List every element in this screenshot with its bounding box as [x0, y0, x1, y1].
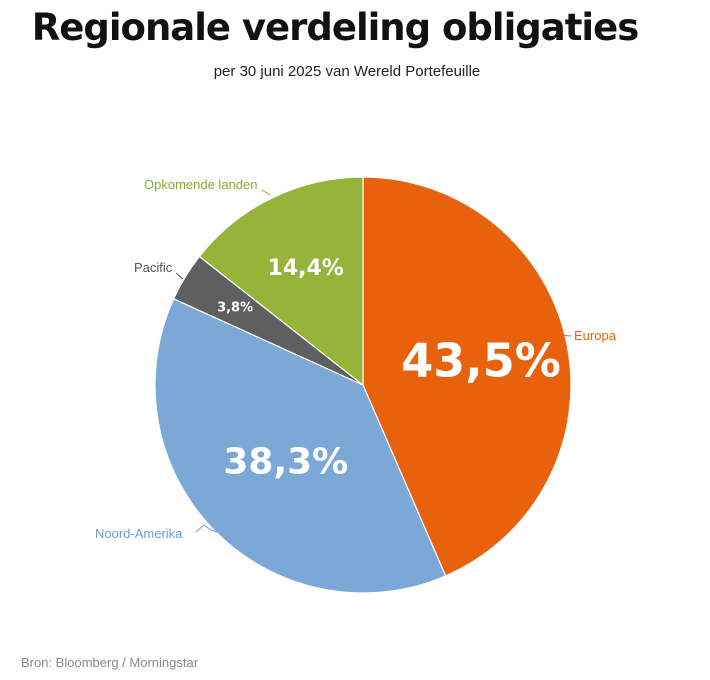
value-label-europa: 43,5%	[401, 334, 561, 388]
leader-line-noord-amerika	[195, 524, 218, 533]
value-label-opkomende-landen: 14,4%	[268, 256, 344, 281]
category-label-noord-amerika: Noord-Amerika	[95, 526, 183, 541]
pie-slice-europa	[362, 176, 572, 577]
category-label-opkomende-landen: Opkomende landen	[144, 177, 257, 192]
chart-subtitle: per 30 juni 2025 van Wereld Portefeuille	[213, 63, 481, 80]
chart-title: Regionale verdeling obligaties	[31, 6, 639, 49]
leader-line-pacific	[175, 272, 184, 280]
leader-line-europa	[556, 334, 572, 337]
source-note: Bron: Bloomberg / Morningstar	[21, 655, 199, 670]
category-label-europa: Europa	[574, 328, 617, 343]
pie-slice-opkomende-landen	[198, 176, 364, 387]
value-label-pacific: 3,8%	[217, 301, 253, 316]
value-label-noord-amerika: 38,3%	[223, 441, 348, 482]
pie-chart: 43,5% Europa 38,3% Noord-Amerika 3,8% Pacific…	[95, 176, 617, 594]
category-label-pacific: Pacific	[134, 260, 173, 275]
leader-line-opkomende-landen	[261, 189, 271, 196]
